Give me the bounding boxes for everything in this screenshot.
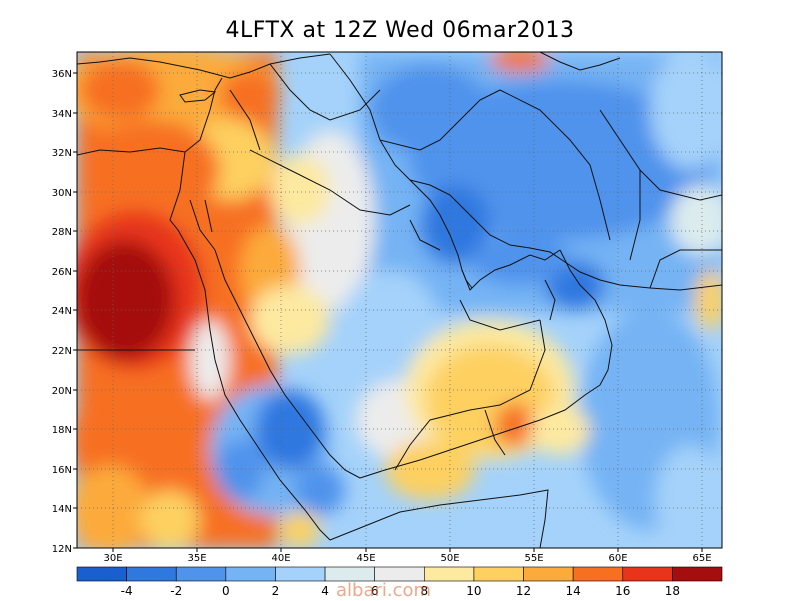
lon-label: 65E	[692, 553, 711, 564]
lon-label: 60E	[608, 553, 627, 564]
lat-label: 16N	[52, 465, 72, 476]
lat-label: 32N	[52, 148, 72, 159]
lat-label: 26N	[52, 267, 72, 278]
lat-label: 28N	[52, 227, 72, 238]
lat-label: 20N	[52, 386, 72, 397]
latitude-axis: 36N 34N 32N 30N 28N 26N 24N 22N 20N 18N 16N 14N 12N	[52, 69, 77, 555]
lon-label: 55E	[524, 553, 543, 564]
plot-frame	[76, 51, 723, 549]
lon-label: 40E	[271, 553, 290, 564]
lat-label: 30N	[52, 188, 72, 199]
lat-label: 22N	[52, 346, 72, 357]
lon-label: 45E	[356, 553, 375, 564]
lat-label: 12N	[52, 544, 72, 555]
grid-lines	[77, 52, 722, 548]
longitude-axis: 30E 35E 40E 45E 50E 55E 60E 65E	[103, 548, 712, 564]
lon-label: 35E	[187, 553, 206, 564]
lat-label: 24N	[52, 306, 72, 317]
lat-label: 34N	[52, 109, 72, 120]
contour-field	[77, 52, 722, 548]
map-title: 4LFTX at 12Z Wed 06mar2013	[225, 18, 575, 43]
lat-label: 18N	[52, 425, 72, 436]
watermark-text: albari.com	[336, 580, 432, 601]
lat-label: 36N	[52, 69, 72, 80]
lon-label: 50E	[440, 553, 459, 564]
lat-label: 14N	[52, 504, 72, 515]
lon-label: 30E	[103, 553, 122, 564]
coastlines	[77, 52, 722, 548]
